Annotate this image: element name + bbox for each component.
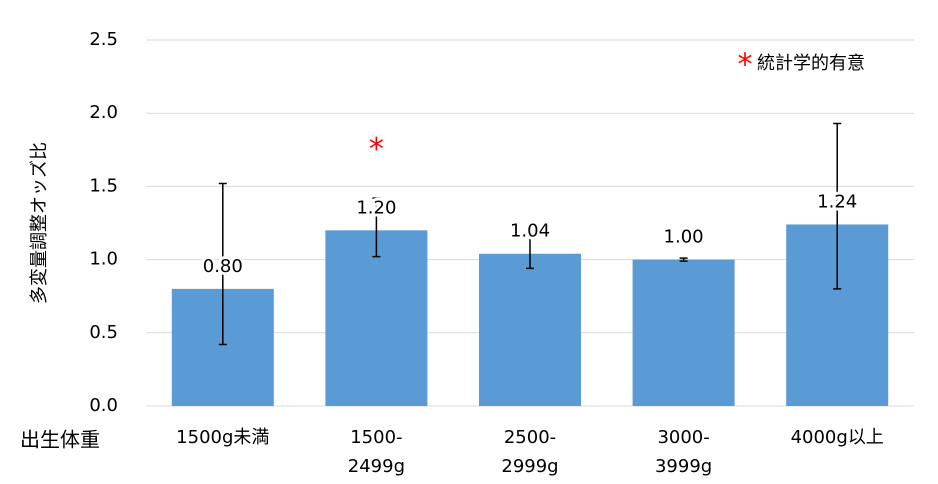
value-label: 1.20: [356, 197, 396, 218]
x-tick-label: 3000-: [657, 427, 709, 448]
y-tick-label: 0.0: [89, 395, 118, 416]
x-tick-label: 2500-: [504, 427, 556, 448]
y-tick-label: 2.5: [89, 29, 118, 50]
y-axis-label: 多変量調整オッズ比: [29, 142, 50, 304]
error-bar: [526, 235, 534, 270]
bar: [632, 259, 735, 406]
x-tick-label: 3999g: [655, 456, 712, 477]
y-tick-label: 1.0: [89, 249, 118, 270]
error-bar: [218, 182, 227, 346]
x-tick-label: 1500g未満: [176, 427, 269, 448]
significance-mark: *: [369, 132, 384, 167]
value-label: 0.80: [203, 256, 243, 277]
legend-symbol: *: [738, 48, 753, 83]
y-tick-label: 2.0: [89, 102, 118, 123]
y-tick-label: 1.5: [89, 175, 118, 196]
x-tick-label: 1500-: [350, 427, 402, 448]
x-tick-label: 2499g: [348, 456, 405, 477]
value-label: 1.24: [817, 191, 857, 212]
x-tick-label: 2999g: [501, 456, 558, 477]
value-label: 1.04: [510, 221, 550, 242]
y-tick-label: 0.5: [89, 322, 118, 343]
x-tick-label: 4000g以上: [791, 427, 884, 448]
bar: [325, 230, 428, 406]
error-bar: [372, 197, 381, 258]
error-bar: [679, 257, 688, 262]
error-bar: [833, 122, 842, 290]
value-label: 1.00: [664, 227, 704, 248]
x-axis-label: 出生体重: [20, 428, 100, 452]
bar: [479, 253, 581, 406]
legend-text: 統計学的有意: [757, 53, 865, 74]
